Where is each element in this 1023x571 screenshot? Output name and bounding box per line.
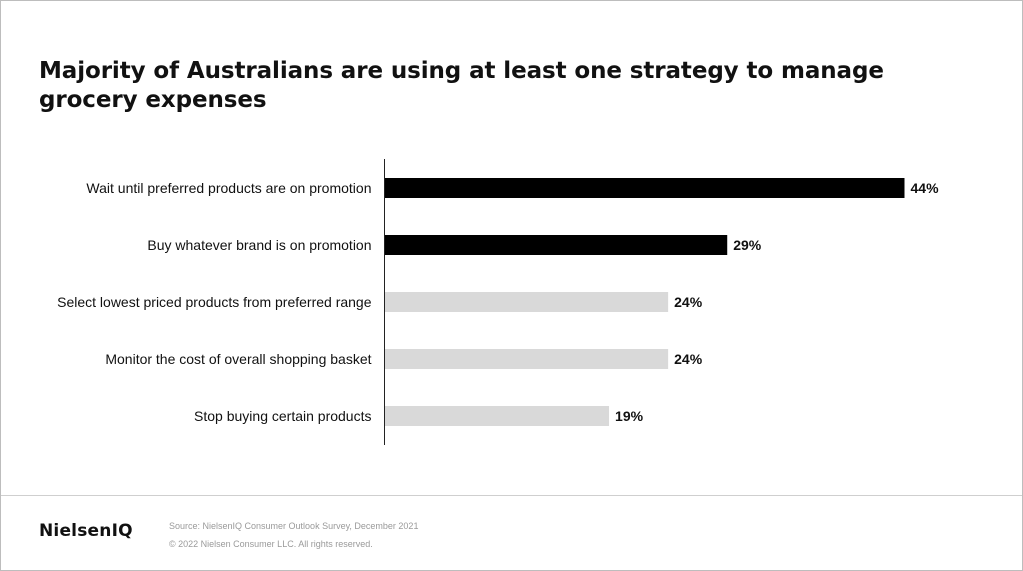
value-label: 44%	[911, 180, 940, 196]
source-note: Source: NielsenIQ Consumer Outlook Surve…	[169, 521, 419, 531]
category-label: Stop buying certain products	[194, 408, 371, 424]
footer-divider	[1, 495, 1022, 496]
value-label: 24%	[674, 351, 703, 367]
copyright-note: © 2022 Nielsen Consumer LLC. All rights …	[169, 539, 373, 549]
bar-chart: Wait until preferred products are on pro…	[57, 159, 940, 445]
category-label: Wait until preferred products are on pro…	[86, 180, 371, 196]
bar-2	[384, 235, 728, 255]
bar-5	[384, 406, 610, 426]
category-label: Select lowest priced products from prefe…	[57, 294, 372, 310]
bar-3	[384, 292, 669, 312]
nielseniq-logo: NielsenIQ	[39, 521, 133, 541]
value-label: 19%	[615, 408, 644, 424]
bar-1	[384, 178, 905, 198]
category-label: Buy whatever brand is on promotion	[147, 237, 371, 253]
value-label: 24%	[674, 294, 703, 310]
value-label: 29%	[733, 237, 762, 253]
bar-4	[384, 349, 669, 369]
chart-title: Majority of Australians are using at lea…	[39, 58, 884, 113]
category-label: Monitor the cost of overall shopping bas…	[105, 351, 371, 367]
